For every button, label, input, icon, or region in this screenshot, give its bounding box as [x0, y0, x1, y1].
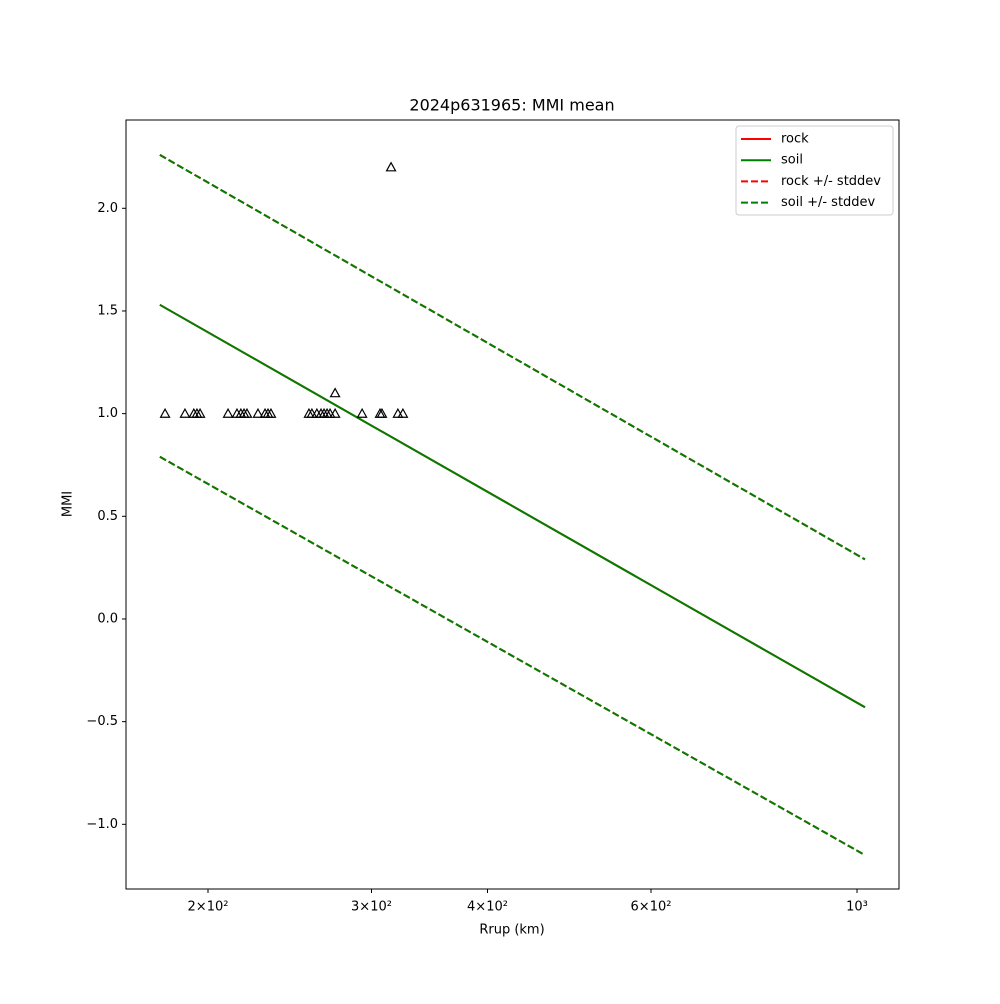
stddev-line — [159, 154, 866, 561]
x-tick-label: 6×10² — [631, 900, 672, 915]
y-tick-label: −1.0 — [86, 817, 118, 832]
observation-marker — [179, 407, 191, 418]
plot-area — [159, 154, 866, 856]
observation-marker — [159, 407, 171, 418]
x-axis-label: Rrup (km) — [479, 923, 544, 938]
x-tick-label: 4×10² — [467, 900, 508, 915]
axes-frame — [125, 119, 900, 890]
observation-marker — [252, 407, 264, 418]
y-tick-label: 0.5 — [97, 509, 118, 524]
legend-label: rock +/- stddev — [781, 174, 881, 189]
mean-line — [159, 303, 866, 709]
observation-marker — [356, 407, 368, 418]
y-tick-label: 1.5 — [97, 303, 118, 318]
x-tick-label: 10³ — [846, 900, 868, 915]
y-tick-label: −0.5 — [86, 714, 118, 729]
observation-marker — [194, 407, 206, 418]
observation-marker — [329, 387, 341, 398]
observation-marker — [241, 407, 253, 418]
y-tick-label: 0.0 — [97, 611, 118, 626]
x-tick-label: 3×10² — [351, 900, 392, 915]
legend-label: soil +/- stddev — [781, 195, 876, 210]
x-tick-label: 2×10² — [188, 900, 229, 915]
observation-marker — [385, 161, 397, 172]
y-tick-label: 1.0 — [97, 406, 118, 421]
y-tick-label: 2.0 — [97, 201, 118, 216]
y-axis-label: MMI — [61, 491, 76, 517]
legend-label: soil — [781, 153, 803, 168]
stddev-line — [159, 455, 866, 856]
observation-marker — [329, 407, 341, 418]
observation-marker — [265, 407, 277, 418]
chart-title: 2024p631965: MMI mean — [409, 96, 614, 115]
observation-marker — [397, 407, 409, 418]
legend-label: rock — [781, 132, 809, 147]
legend: rock soil rock +/- stddev soil +/- stddev — [735, 125, 894, 216]
observation-marker — [222, 407, 234, 418]
observation-marker — [376, 407, 388, 418]
legend-box — [735, 125, 894, 216]
